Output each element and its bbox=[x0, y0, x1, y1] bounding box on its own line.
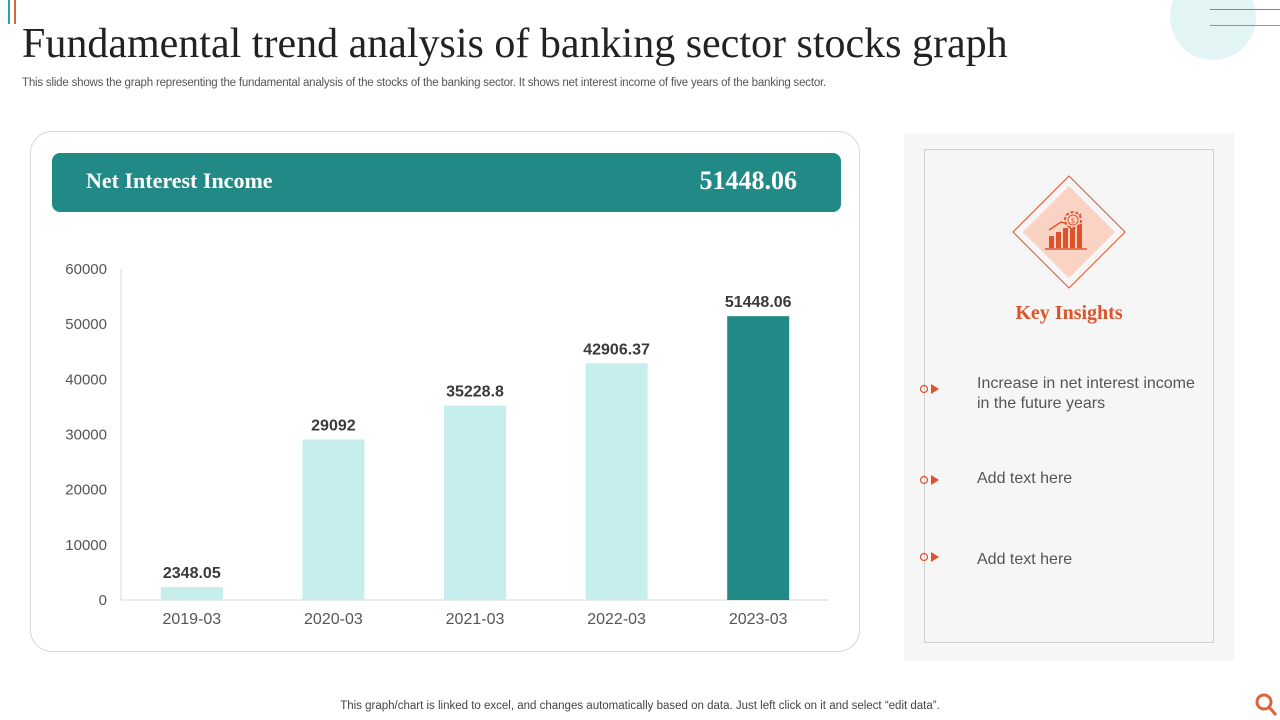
bar bbox=[444, 405, 506, 600]
bar bbox=[160, 587, 223, 600]
insight-item-2: Add text here bbox=[977, 470, 1073, 487]
insight-item-3: Add text here bbox=[977, 551, 1073, 568]
growth-chart-icon: $ bbox=[1012, 175, 1126, 289]
decorative-bar-orange bbox=[14, 0, 16, 24]
y-tick-label: 50000 bbox=[65, 316, 107, 333]
y-tick-label: 60000 bbox=[65, 261, 107, 278]
data-label: 2348.05 bbox=[163, 565, 221, 582]
y-tick-label: 30000 bbox=[65, 427, 107, 444]
svg-text:$: $ bbox=[1071, 217, 1075, 225]
x-tick-label: 2023-03 bbox=[729, 611, 788, 628]
bullet-icon bbox=[919, 552, 939, 562]
data-label: 35228.8 bbox=[446, 384, 504, 401]
decorative-bar-teal bbox=[8, 0, 10, 24]
bullet-icon bbox=[919, 384, 939, 394]
x-tick-label: 2019-03 bbox=[162, 611, 221, 628]
bar bbox=[302, 439, 365, 600]
metric-banner: Net Interest Income 51448.06 bbox=[52, 153, 841, 212]
key-insights-title: Key Insights bbox=[1015, 302, 1123, 324]
bar bbox=[727, 316, 790, 600]
bullet-icon bbox=[919, 475, 939, 485]
decorative-line-orange bbox=[1210, 9, 1280, 10]
search-icon[interactable] bbox=[1254, 692, 1278, 718]
key-insights-panel: $ Key Insights Increase in net interest … bbox=[904, 133, 1234, 661]
page-title: Fundamental trend analysis of banking se… bbox=[22, 21, 1008, 67]
page-subtitle: This slide shows the graph representing … bbox=[22, 77, 827, 89]
footer-note: This graph/chart is linked to excel, and… bbox=[340, 700, 940, 712]
insight-item-1: Increase in net interest income in the f… bbox=[977, 375, 1195, 412]
y-tick-label: 20000 bbox=[65, 482, 107, 499]
chart-card[interactable]: Net Interest Income 51448.06 0 10000 20000… bbox=[30, 131, 860, 652]
x-tick-label: 2021-03 bbox=[446, 611, 505, 628]
metric-label: Net Interest Income bbox=[86, 168, 273, 193]
data-label: 51448.06 bbox=[725, 294, 792, 311]
bar-chart[interactable]: 0 10000 20000 30000 40000 50000 60000 2348.05 20… bbox=[31, 132, 861, 653]
x-tick-label: 2020-03 bbox=[304, 611, 363, 628]
y-tick-label: 10000 bbox=[65, 537, 107, 554]
decorative-line-teal bbox=[1210, 25, 1280, 26]
key-insights-box: $ Key Insights Increase in net interest … bbox=[919, 149, 1214, 643]
bar bbox=[585, 363, 648, 600]
metric-value: 51448.06 bbox=[699, 166, 798, 195]
y-tick-label: 40000 bbox=[65, 371, 107, 388]
x-tick-label: 2022-03 bbox=[587, 611, 646, 628]
data-label: 42906.37 bbox=[583, 341, 650, 358]
data-label: 29092 bbox=[311, 418, 356, 435]
y-tick-label: 0 bbox=[99, 592, 107, 609]
